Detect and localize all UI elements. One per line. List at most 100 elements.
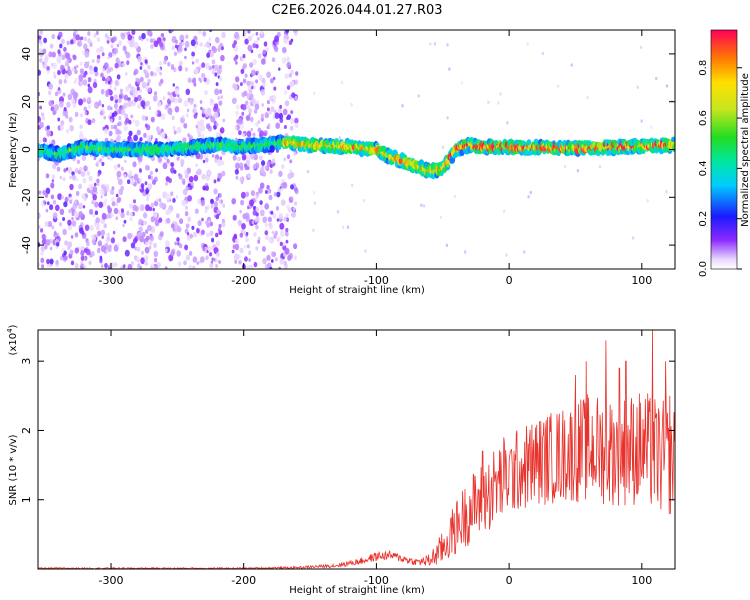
spectrogram-cell [123, 94, 129, 101]
spectrogram-cell [220, 46, 224, 51]
spectrogram-cell [84, 224, 90, 231]
spectrogram-cell [293, 151, 297, 156]
spectrogram-cell [203, 186, 206, 191]
spectrogram-cell [72, 91, 78, 99]
spectrogram-cell [245, 237, 250, 243]
spectrogram-cell [133, 199, 136, 204]
spectrogram-cell [260, 167, 265, 174]
spectrogram-cell [289, 159, 292, 164]
spectrogram-cell [99, 110, 104, 116]
spectrogram-cell [294, 117, 299, 124]
spectrogram-cell [215, 214, 220, 220]
spectrogram-cell [261, 103, 264, 107]
spectrogram-cell [124, 31, 128, 36]
spectrogram-cell [259, 130, 265, 138]
spectrogram-cell [105, 89, 110, 96]
spectrogram-cell [286, 114, 292, 120]
spectrogram-cell [91, 59, 95, 63]
spectrogram-cell [81, 154, 87, 161]
spectrogram-cell [136, 129, 141, 136]
spectrogram-cell [153, 250, 159, 258]
spectrogram-cell [97, 173, 101, 177]
spectrogram-cell [188, 176, 194, 183]
spectrogram-cell [57, 49, 61, 54]
spectrogram-cell [92, 213, 96, 218]
spectrogram-cell [153, 40, 159, 48]
spectrogram-cell [251, 220, 255, 225]
spectrogram-cell [108, 130, 113, 137]
spectrogram-cell [213, 179, 217, 184]
spectrogram-cell [75, 34, 80, 41]
spectrogram-cell [38, 91, 41, 97]
spectrogram-y-tick-label: 0 [20, 146, 33, 153]
spectrogram-cell [233, 56, 237, 62]
spectrogram-cell [216, 251, 220, 258]
spectrogram-cell [198, 30, 202, 35]
spectrogram-cell [187, 216, 192, 223]
spectrogram-cell [56, 56, 62, 64]
spectrogram-cell [113, 207, 119, 215]
spectrogram-cell [177, 226, 182, 233]
spectrogram-cell [119, 88, 123, 94]
spectrogram-cell [255, 224, 259, 230]
spectrogram-cell [209, 230, 214, 237]
spectrogram-y-tick-label: -20 [20, 188, 33, 206]
spectrogram-cell [217, 45, 222, 51]
spectrogram-cell [40, 250, 44, 256]
spectrogram-cell [58, 100, 64, 108]
spectrogram-cell [144, 59, 148, 64]
spectrogram-cell [244, 256, 248, 262]
spectrogram-cell [270, 259, 274, 263]
spectrogram-cell [64, 60, 70, 67]
spectrogram-cell [86, 171, 91, 176]
spectrogram-cell [284, 247, 290, 255]
spectrogram-cell [90, 251, 95, 257]
spectrogram-cell [118, 40, 123, 46]
spectrogram-cell [138, 161, 141, 166]
spectrogram-cell [162, 162, 168, 170]
spectrogram-cell [196, 127, 202, 134]
spectrogram-cell [190, 39, 196, 47]
spectrogram-cell [290, 69, 294, 75]
snr-exponent-power: 4 [6, 328, 14, 333]
spectrogram-cell [64, 52, 70, 59]
spectrogram-cell [141, 32, 146, 40]
spectrogram-cell [74, 262, 79, 269]
colorbar-gradient [711, 30, 737, 269]
spectrogram-cell [97, 230, 102, 237]
spectrogram-cell [123, 174, 127, 179]
spectrogram-cell [272, 94, 277, 101]
spectrogram-cell [154, 219, 160, 227]
spectrogram-cell [177, 45, 183, 53]
spectrogram-cell [113, 36, 117, 42]
spectrogram-cell [93, 182, 97, 187]
spectrogram-cell [71, 67, 75, 72]
spectrogram-cell [44, 56, 49, 64]
spectrogram-cell [99, 256, 103, 261]
spectrogram-cell [185, 34, 189, 39]
spectrogram-cell [115, 216, 119, 220]
spectrogram-cell [91, 118, 96, 124]
spectrogram-cell [51, 139, 56, 146]
spectrogram-cell [240, 82, 243, 87]
spectrogram-cell [207, 171, 211, 176]
spectrogram-cell [79, 166, 83, 172]
spectrogram-cell [39, 139, 42, 144]
spectrogram-cell [51, 174, 56, 180]
spectrogram-cell [124, 113, 129, 119]
spectrogram-cell [248, 258, 251, 262]
snr-x-tick-label: -100 [364, 574, 389, 587]
spectrogram-cell [164, 248, 168, 253]
spectrogram-cell [120, 212, 125, 219]
spectrogram-cell [174, 106, 180, 113]
spectrogram-cell [136, 86, 140, 91]
spectrogram-cell [250, 190, 255, 197]
spectrogram-cell [248, 88, 253, 95]
spectrogram-cell [117, 178, 123, 186]
spectrogram-cell [77, 40, 83, 47]
spectrogram-cell [137, 156, 143, 163]
spectrogram-cell [215, 82, 219, 87]
spectrogram-cell [178, 60, 183, 67]
